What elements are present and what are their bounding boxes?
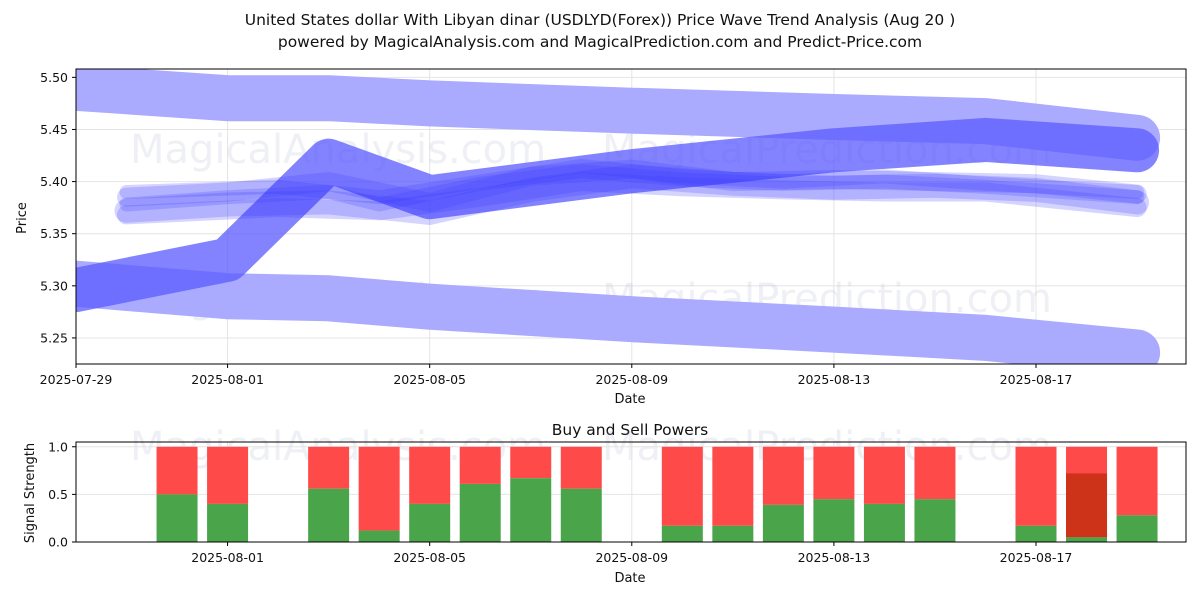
x-tick-label: 2025-08-17 (1000, 550, 1073, 565)
sell-bar (560, 446, 602, 489)
buy-bar (409, 503, 451, 542)
buy-bar (1015, 525, 1057, 542)
buy-bar (207, 503, 249, 542)
sell-bar (712, 446, 754, 526)
buy-bar (661, 525, 703, 542)
bar-x-axis-label: Date (614, 571, 645, 586)
x-tick-label: 2025-08-05 (393, 372, 466, 387)
x-tick-label: 2025-08-13 (798, 372, 871, 387)
x-tick-label: 2025-08-01 (191, 550, 264, 565)
buy-bar (510, 478, 552, 542)
overlay-bar (1066, 473, 1108, 538)
sell-bar (914, 446, 956, 500)
bar-y-axis-label: Signal Strength (23, 443, 38, 543)
bar-chart-title: Buy and Sell Powers (552, 421, 709, 439)
sell-bar (661, 446, 703, 526)
buy-bar (560, 488, 602, 542)
sell-bar (510, 446, 552, 479)
sell-bar (207, 446, 249, 504)
sell-bar (1015, 446, 1057, 526)
price-x-axis-label: Date (614, 392, 645, 407)
x-tick-label: 2025-08-09 (595, 550, 668, 565)
price-plot-frame (75, 68, 1187, 365)
price-y-axis-label: Price (15, 202, 30, 234)
wave-line (119, 158, 1145, 205)
y-tick-label: 0.5 (48, 487, 68, 502)
y-tick-label: 5.50 (40, 70, 68, 85)
y-tick-label: 5.35 (40, 226, 68, 241)
sell-bar (1116, 446, 1158, 516)
buy-bar (914, 499, 956, 542)
y-tick-label: 5.25 (40, 330, 68, 345)
buy-bar (863, 503, 905, 542)
trend-band (76, 117, 1160, 312)
sell-bar (762, 446, 804, 505)
buy-bar (813, 499, 855, 542)
x-tick-label: 2025-08-09 (595, 372, 668, 387)
power-plot: 2025-08-01 2025-08-05 2025-08-09 2025-08-13… (48, 439, 1187, 565)
buy-bar (459, 483, 501, 542)
x-tick-label: 2025-08-01 (191, 372, 264, 387)
sell-bar (358, 446, 400, 531)
y-tick-label: 5.45 (40, 122, 68, 137)
power-plot-frame (75, 441, 1187, 543)
chart-subtitle: powered by MagicalAnalysis.com and Magic… (278, 33, 922, 51)
x-tick-label: 2025-08-05 (393, 550, 466, 565)
chart-title: United States dollar With Libyan dinar (… (245, 11, 956, 29)
price-plot: MagicalAnalysis.com MagicalPrediction.com… (40, 68, 1187, 470)
wave-line (117, 159, 1147, 212)
sell-bar (459, 446, 501, 484)
buy-bar (1066, 537, 1108, 542)
buy-bar (358, 530, 400, 542)
y-tick-label: 0.0 (48, 535, 68, 550)
sell-bar (863, 446, 905, 504)
sell-bar (409, 446, 451, 504)
x-tick-label: 2025-08-13 (798, 550, 871, 565)
buy-bar (762, 504, 804, 542)
trend-band (76, 260, 1161, 364)
sell-bar (156, 446, 198, 495)
buy-bar (712, 525, 754, 542)
wave-line (117, 172, 1147, 225)
x-tick-label: 2025-07-29 (40, 372, 113, 387)
x-tick-label: 2025-08-17 (1000, 372, 1073, 387)
sell-bar (308, 446, 350, 489)
y-tick-label: 5.30 (40, 278, 68, 293)
wave-line (119, 164, 1145, 212)
wave-line (114, 164, 1150, 225)
y-tick-label: 1.0 (48, 439, 68, 454)
buy-bar (156, 494, 198, 542)
sell-bar (813, 446, 855, 500)
y-tick-label: 5.40 (40, 174, 68, 189)
buy-bar (308, 488, 350, 542)
buy-bar (1116, 515, 1158, 542)
